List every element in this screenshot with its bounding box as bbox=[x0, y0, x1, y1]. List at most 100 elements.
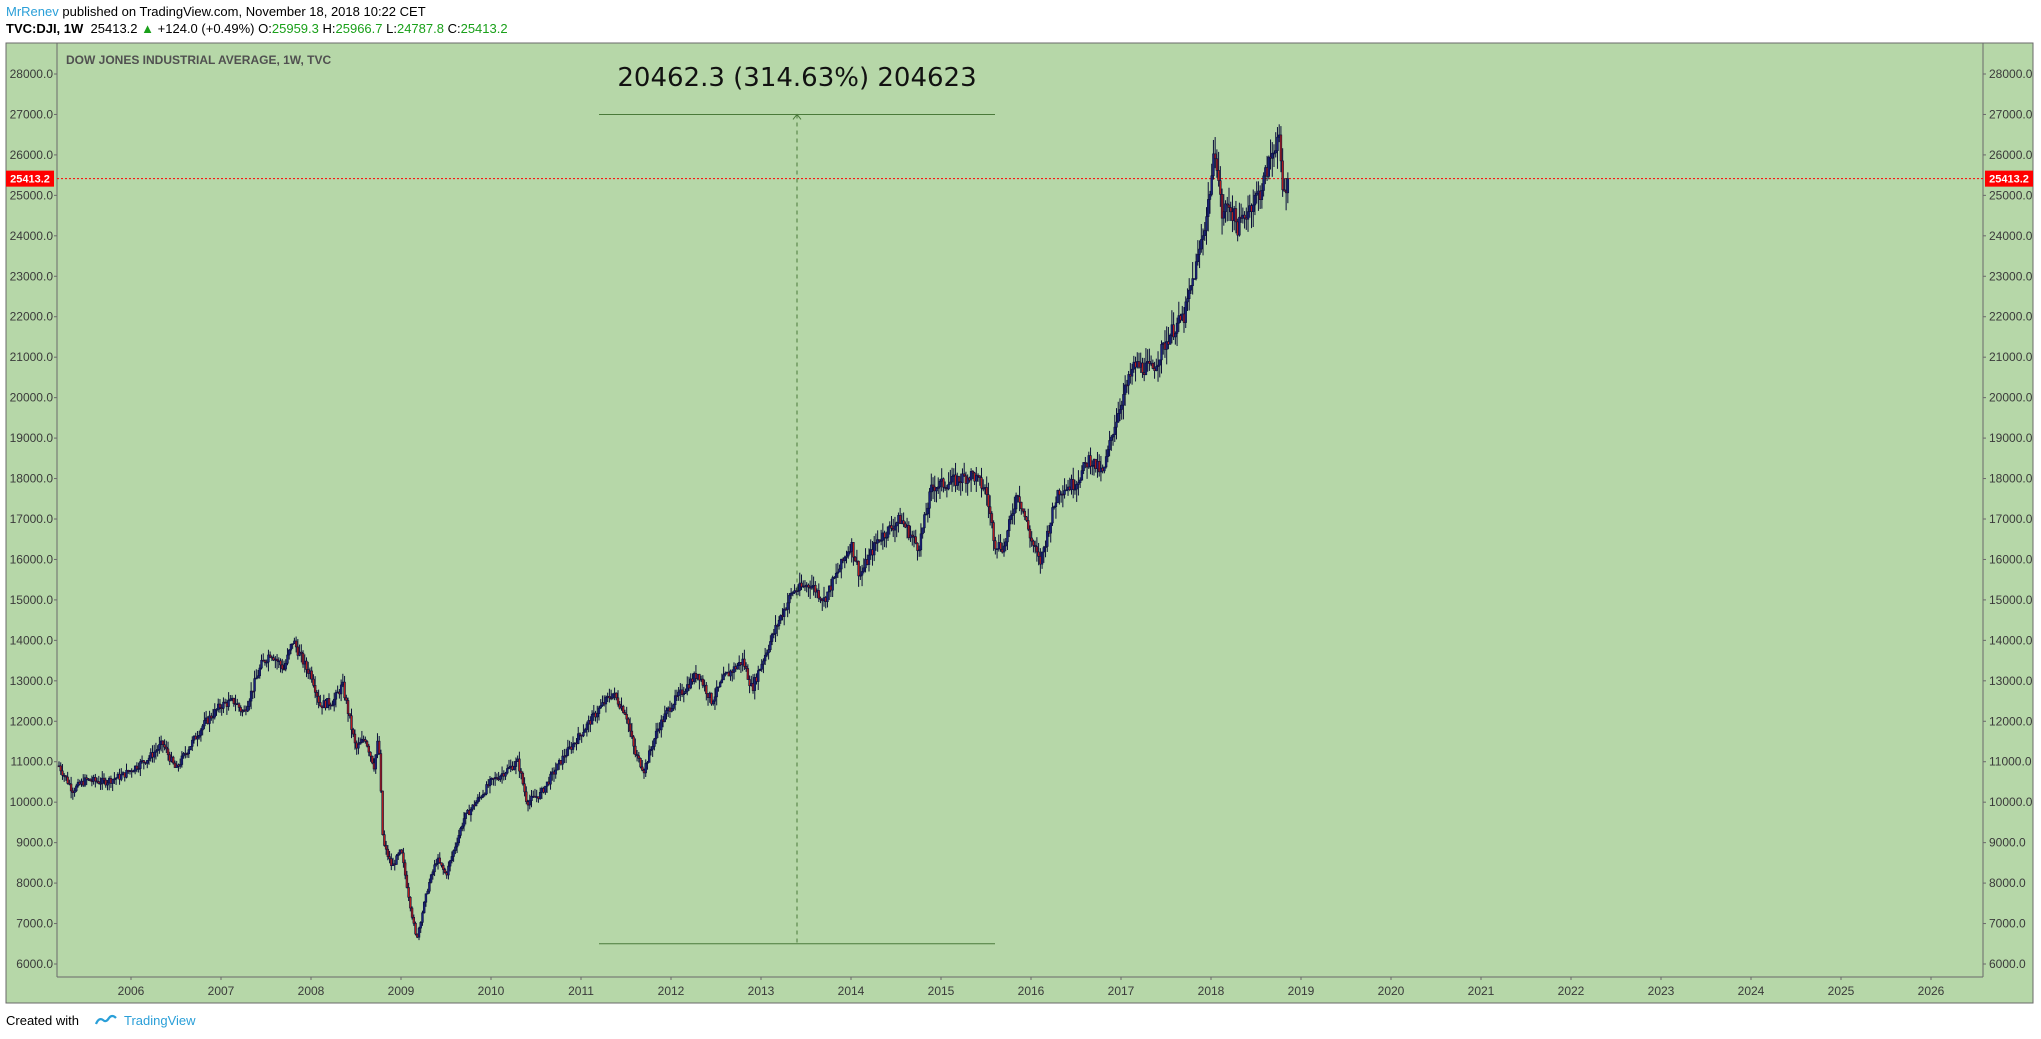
candle-body bbox=[1260, 190, 1264, 200]
candle-body bbox=[712, 700, 715, 705]
candle-body bbox=[1035, 546, 1039, 553]
candle-body bbox=[300, 651, 303, 654]
candle-body bbox=[480, 796, 483, 799]
candle-body bbox=[767, 649, 770, 654]
candle-body bbox=[1004, 541, 1007, 547]
tradingview-logo-icon bbox=[94, 1014, 117, 1030]
candle-body bbox=[99, 783, 102, 785]
candle-body bbox=[1013, 508, 1016, 515]
candle-body bbox=[279, 660, 282, 666]
candle-body bbox=[1073, 488, 1077, 491]
candle-body bbox=[504, 772, 507, 777]
candle-body bbox=[1217, 170, 1220, 181]
candle-body bbox=[649, 748, 653, 752]
candle-body bbox=[705, 684, 708, 695]
candle-body bbox=[66, 776, 69, 784]
candle-body bbox=[689, 678, 692, 689]
candle-body bbox=[1115, 421, 1118, 428]
candle-body bbox=[1091, 465, 1094, 467]
candle-body bbox=[1255, 192, 1258, 196]
candle-body bbox=[582, 732, 585, 737]
candle-body bbox=[670, 708, 673, 712]
candle-body bbox=[469, 808, 473, 816]
candle-body bbox=[980, 477, 983, 489]
candle-body bbox=[1229, 207, 1232, 213]
candle-body bbox=[211, 716, 215, 719]
candle-body bbox=[332, 698, 336, 706]
y-tick-label-left: 16000.0 bbox=[10, 552, 54, 566]
candle-body bbox=[1267, 156, 1271, 177]
candle-body bbox=[748, 679, 751, 687]
candle-body bbox=[782, 608, 786, 617]
candle-body bbox=[450, 856, 454, 862]
candle-body bbox=[1117, 413, 1120, 423]
candle-body bbox=[566, 747, 570, 756]
candle-body bbox=[774, 625, 777, 634]
candle-body bbox=[985, 487, 988, 496]
candle-body bbox=[215, 709, 218, 711]
candle-body bbox=[1014, 495, 1018, 510]
candle-body bbox=[625, 714, 628, 720]
chart-frame bbox=[5, 42, 2034, 1004]
candle-body bbox=[1226, 203, 1229, 206]
candle-body bbox=[1215, 158, 1219, 171]
candle-body bbox=[374, 754, 377, 770]
candle-body bbox=[426, 890, 429, 895]
candle-body bbox=[845, 555, 848, 558]
candle-body bbox=[852, 542, 855, 558]
open-label: O: bbox=[258, 21, 272, 36]
candle-body bbox=[137, 768, 140, 770]
candle-body bbox=[525, 791, 528, 803]
candle-body bbox=[1174, 333, 1177, 338]
candle-body bbox=[1033, 545, 1037, 547]
candle-body bbox=[281, 664, 284, 670]
candle-body bbox=[926, 507, 930, 515]
y-tick-label-left: 6000.0 bbox=[16, 957, 53, 971]
candle-body bbox=[765, 652, 769, 656]
candle-body bbox=[1016, 495, 1020, 498]
candle-body bbox=[114, 777, 118, 780]
candle-body bbox=[350, 715, 353, 730]
candle-body bbox=[419, 922, 422, 929]
publish-info: MrRenev published on TradingView.com, No… bbox=[6, 4, 426, 20]
x-tick-label: 2007 bbox=[208, 984, 235, 998]
candle-body bbox=[789, 592, 793, 596]
candle-body bbox=[1072, 479, 1075, 490]
author-link[interactable]: MrRenev bbox=[6, 4, 59, 19]
candle-body bbox=[969, 470, 973, 481]
candle-body bbox=[1077, 482, 1080, 485]
candle-body bbox=[189, 746, 192, 751]
candle-body bbox=[1078, 479, 1082, 484]
candle-body bbox=[383, 834, 386, 846]
candle-body bbox=[284, 662, 287, 670]
candle-body bbox=[942, 478, 945, 488]
candle-body bbox=[1106, 449, 1110, 457]
y-tick-label-left: 12000.0 bbox=[10, 714, 54, 728]
candle-body bbox=[442, 865, 445, 870]
candle-body bbox=[966, 477, 969, 484]
candle-body bbox=[1040, 551, 1044, 565]
close-value: 25413.2 bbox=[460, 21, 508, 36]
tradingview-brand-link[interactable]: TradingView bbox=[124, 1013, 196, 1028]
candle-body bbox=[847, 551, 850, 557]
candle-body bbox=[310, 670, 313, 680]
candle-body bbox=[1286, 178, 1290, 194]
y-tick-label-left: 25000.0 bbox=[10, 188, 54, 202]
candle-body bbox=[746, 668, 750, 680]
candle-body bbox=[921, 527, 924, 535]
candle-body bbox=[481, 794, 485, 798]
candle-body bbox=[698, 673, 701, 681]
candle-body bbox=[1191, 278, 1194, 287]
candle-body bbox=[499, 775, 502, 780]
candle-body bbox=[1281, 160, 1284, 191]
candle-body bbox=[682, 693, 686, 695]
candle-body bbox=[237, 703, 241, 708]
candle-body bbox=[672, 704, 675, 709]
candle-body bbox=[1227, 204, 1231, 208]
candle-body bbox=[1030, 537, 1033, 542]
candle-body bbox=[135, 765, 139, 770]
candle-body bbox=[786, 602, 789, 610]
candle-body bbox=[156, 749, 159, 752]
y-tick-label-right: 14000.0 bbox=[1989, 633, 2033, 647]
